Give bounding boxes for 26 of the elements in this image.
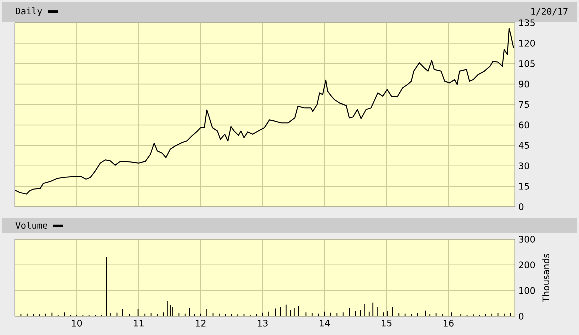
y-tick-label: 30	[519, 162, 530, 170]
x-tick-label: 12	[196, 320, 206, 327]
y-tick-label: 300	[519, 236, 536, 243]
y-tick-label: 0	[519, 313, 524, 320]
text: 1/20/17	[532, 8, 568, 16]
y-tick-label: 0	[519, 204, 524, 210]
y-tick-label: 15	[520, 183, 530, 190]
y-tick-label: 100	[520, 287, 536, 294]
y-tick-label: 45	[518, 142, 530, 149]
y-tick-label: 200	[519, 262, 536, 269]
x-tick-label: 15	[382, 320, 392, 327]
x-tick-label: 14	[320, 320, 330, 327]
y-axis-title: Thousands	[542, 254, 550, 302]
y-tick-label: 120	[520, 40, 536, 47]
y-tick-label: 60	[519, 122, 530, 129]
line-series	[15, 28, 514, 195]
y-tick-label: 90	[519, 80, 530, 88]
y-tick-label: 105	[520, 60, 535, 68]
chart-title: Daily	[16, 8, 42, 16]
x-tick-label: 16	[444, 320, 454, 327]
y-tick-label: 135	[520, 20, 535, 26]
chart-title: Volume	[16, 222, 48, 229]
y-tick-label: 75	[519, 101, 530, 108]
x-tick-label: 10	[72, 320, 82, 327]
x-tick-label: 11	[134, 320, 144, 327]
x-tick-label: 13	[258, 320, 268, 327]
